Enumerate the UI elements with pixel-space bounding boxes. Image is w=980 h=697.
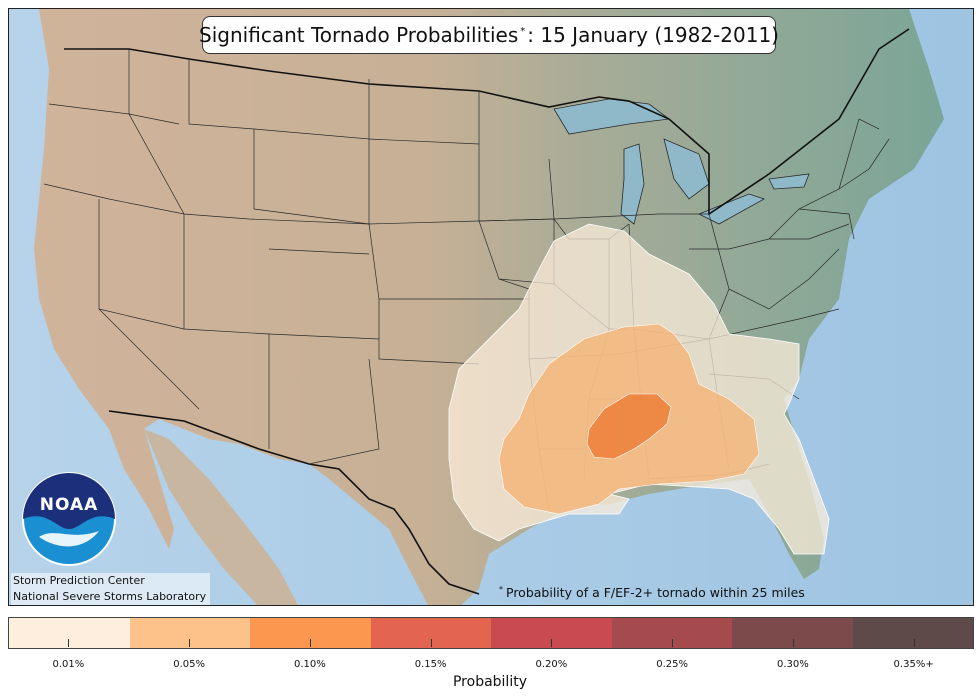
credits-box: Storm Prediction Center National Severe … xyxy=(11,573,211,605)
colorbar-tick: 0.20% xyxy=(491,639,612,673)
tick-mark xyxy=(189,639,191,647)
title-marker: * xyxy=(520,25,526,37)
lake-michigan xyxy=(620,143,645,225)
colorbar-tick: 0.05% xyxy=(129,639,250,673)
tick-label: 0.20% xyxy=(535,659,568,670)
canada-border xyxy=(64,28,910,216)
tick-mark xyxy=(430,639,432,647)
tick-mark xyxy=(913,639,915,647)
noaa-logo-text: NOAA xyxy=(39,495,99,515)
colorbar-segment xyxy=(732,618,853,648)
credit-line-1: Storm Prediction Center xyxy=(13,574,145,587)
noaa-logo: NOAA xyxy=(21,471,117,567)
lake-ontario xyxy=(768,173,810,190)
colorbar xyxy=(8,617,974,649)
colorbar-tick: 0.25% xyxy=(612,639,733,673)
credit-line-2: National Severe Storms Laboratory xyxy=(13,590,207,603)
colorbar-tick: 0.35%+ xyxy=(853,639,974,673)
colorbar-segment xyxy=(491,618,612,648)
tick-mark xyxy=(551,639,553,647)
probability-contour-0.10 xyxy=(586,393,672,460)
map-canvas xyxy=(9,9,973,605)
tick-mark xyxy=(309,639,311,647)
map-title: Significant Tornado Probabilities *: 15 J… xyxy=(199,16,779,54)
tick-mark xyxy=(792,639,794,647)
tick-label: 0.10% xyxy=(293,659,326,670)
colorbar-tick: 0.10% xyxy=(250,639,371,673)
footnote: * Probability of a F/EF-2+ tornado within… xyxy=(499,585,805,600)
tick-label: 0.25% xyxy=(656,659,689,670)
colorbar-label: Probability xyxy=(452,674,527,690)
tick-label: 0.15% xyxy=(414,659,447,670)
footnote-text: Probability of a F/EF-2+ tornado within … xyxy=(506,585,805,601)
colorbar-segment xyxy=(611,618,732,648)
lake-erie xyxy=(698,193,765,225)
baja-peninsula xyxy=(144,429,298,605)
tick-label: 0.35%+ xyxy=(893,659,934,670)
colorbar-tick: 0.01% xyxy=(8,639,129,673)
colorbar-ticks: 0.01% 0.05% 0.10% 0.15% 0.20% 0.25% 0.30% 0.35%… xyxy=(8,639,974,673)
tick-mark xyxy=(672,639,674,647)
tick-mark xyxy=(68,639,70,647)
tick-label: 0.05% xyxy=(173,659,206,670)
title-rest: : 15 January (1982-2011) xyxy=(527,23,779,47)
colorbar-segment xyxy=(852,618,973,648)
title-main: Significant Tornado Probabilities xyxy=(199,23,519,47)
lake-huron xyxy=(663,138,710,200)
colorbar-tick: 0.15% xyxy=(370,639,491,673)
map-panel: NOAA Storm Prediction Center National Se… xyxy=(8,8,974,606)
tick-label: 0.30% xyxy=(776,659,809,670)
mexico-border xyxy=(108,410,480,595)
colorbar-tick: 0.30% xyxy=(733,639,854,673)
footnote-marker: * xyxy=(499,585,503,594)
tick-label: 0.01% xyxy=(52,659,85,670)
